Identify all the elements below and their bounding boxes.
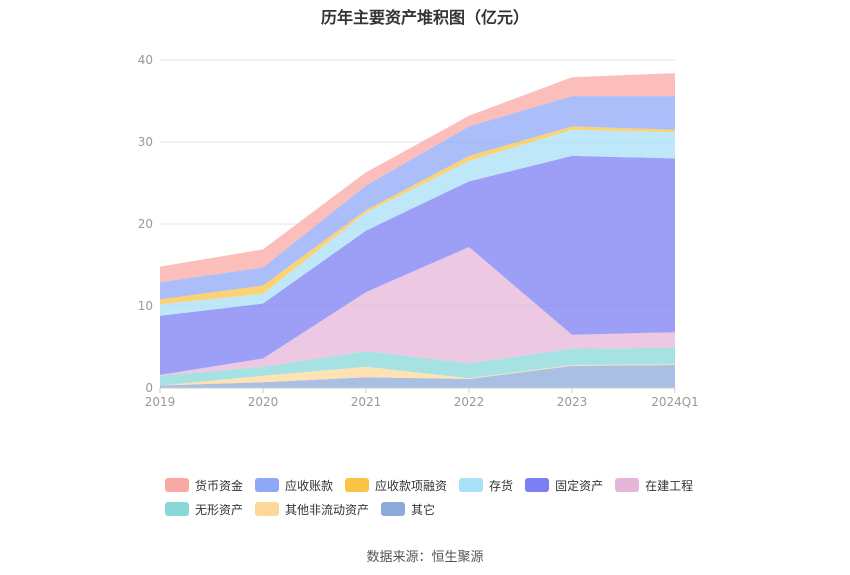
chart-legend: 货币资金 应收账款 应收款项融资 存货 固定资产 在建工程无形资产 其他非流动资产 其它 xyxy=(165,473,725,521)
legend-label: 货币资金 xyxy=(195,478,244,493)
legend-item[interactable]: 无形资产 xyxy=(165,501,243,518)
legend-label: 在建工程 xyxy=(645,478,694,493)
legend-swatch xyxy=(525,478,550,492)
legend-swatch xyxy=(345,478,370,492)
legend-label: 应收款项融资 xyxy=(375,478,448,493)
area-series-3 xyxy=(160,247,675,376)
area-series-1 xyxy=(160,364,675,386)
legend-swatch xyxy=(255,478,280,492)
x-tick-label: 2024Q1 xyxy=(651,395,699,409)
legend-item[interactable]: 其他非流动资产 xyxy=(255,501,369,518)
area-series-2 xyxy=(160,347,675,386)
y-tick-label: 20 xyxy=(138,217,153,231)
legend-swatch xyxy=(165,478,189,492)
area-series-0 xyxy=(160,365,675,388)
legend-item[interactable]: 存货 xyxy=(459,477,513,494)
area-series-5 xyxy=(160,129,675,316)
y-tick-label: 10 xyxy=(138,299,153,313)
stacked-area-chart: 0 10 20 30 40 2019 2020 2021 2022 2023 2024Q1 xyxy=(138,53,699,409)
legend-row: 无形资产 其他非流动资产 其它 xyxy=(165,497,725,521)
area-series-4 xyxy=(160,155,675,375)
legend-swatch xyxy=(381,502,406,516)
legend-label: 存货 xyxy=(489,478,514,493)
legend-row: 货币资金 应收账款 应收款项融资 存货 固定资产 在建工程 xyxy=(165,473,725,497)
legend-label: 其它 xyxy=(411,502,436,517)
legend-swatch xyxy=(255,502,280,516)
legend-swatch xyxy=(459,478,484,492)
legend-swatch xyxy=(165,502,189,516)
data-source: 数据来源：恒生聚源 xyxy=(366,550,484,565)
legend-swatch xyxy=(615,478,640,492)
x-tick-label: 2021 xyxy=(351,395,382,409)
y-tick-label: 0 xyxy=(145,381,153,395)
legend-label: 无形资产 xyxy=(195,502,244,517)
area-series-7 xyxy=(160,96,675,300)
y-tick-label: 30 xyxy=(138,135,153,149)
y-tick-label: 40 xyxy=(138,53,153,67)
legend-item[interactable]: 应收账款 xyxy=(255,477,333,494)
x-tick-label: 2019 xyxy=(145,395,176,409)
legend-label: 应收账款 xyxy=(285,478,334,493)
legend-item[interactable]: 在建工程 xyxy=(615,477,693,494)
legend-item[interactable]: 其它 xyxy=(381,501,435,518)
x-tick-label: 2022 xyxy=(454,395,485,409)
legend-item[interactable]: 货币资金 xyxy=(165,477,243,494)
chart-title: 历年主要资产堆积图（亿元） xyxy=(320,8,529,27)
area-series-8 xyxy=(160,73,675,283)
legend-item[interactable]: 应收款项融资 xyxy=(345,477,447,494)
legend-item[interactable]: 固定资产 xyxy=(525,477,603,494)
x-tick-label: 2020 xyxy=(248,395,279,409)
legend-label: 固定资产 xyxy=(555,478,604,493)
x-tick-label: 2023 xyxy=(557,395,588,409)
legend-label: 其他非流动资产 xyxy=(285,502,370,517)
